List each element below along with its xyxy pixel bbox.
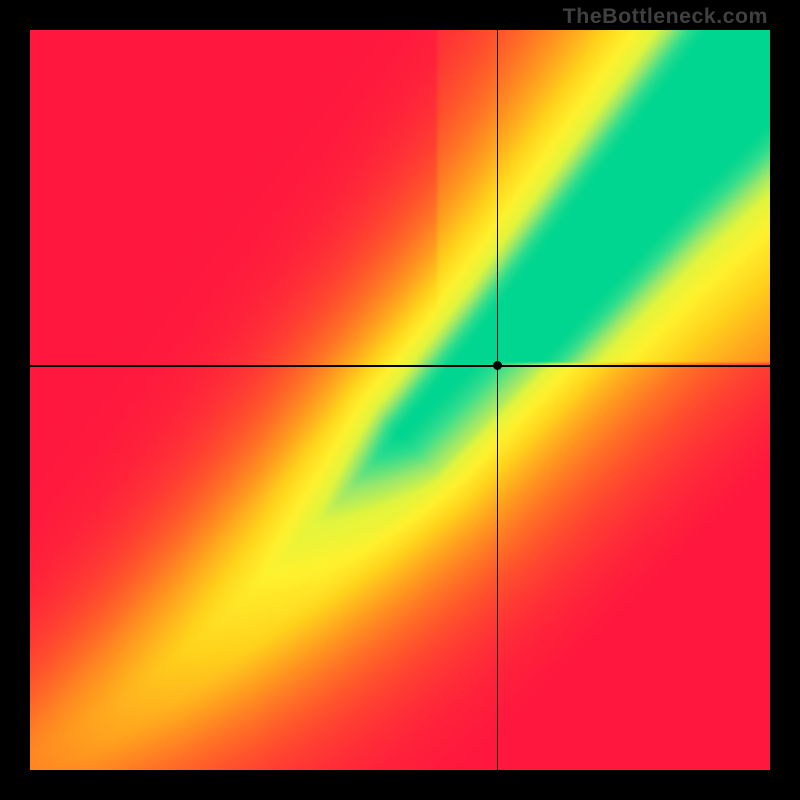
source-watermark: TheBottleneck.com <box>563 4 768 29</box>
crosshair-horizontal <box>30 365 770 367</box>
crosshair-vertical <box>497 30 499 770</box>
chart-frame: TheBottleneck.com <box>0 0 800 800</box>
heatmap-canvas <box>30 30 770 770</box>
